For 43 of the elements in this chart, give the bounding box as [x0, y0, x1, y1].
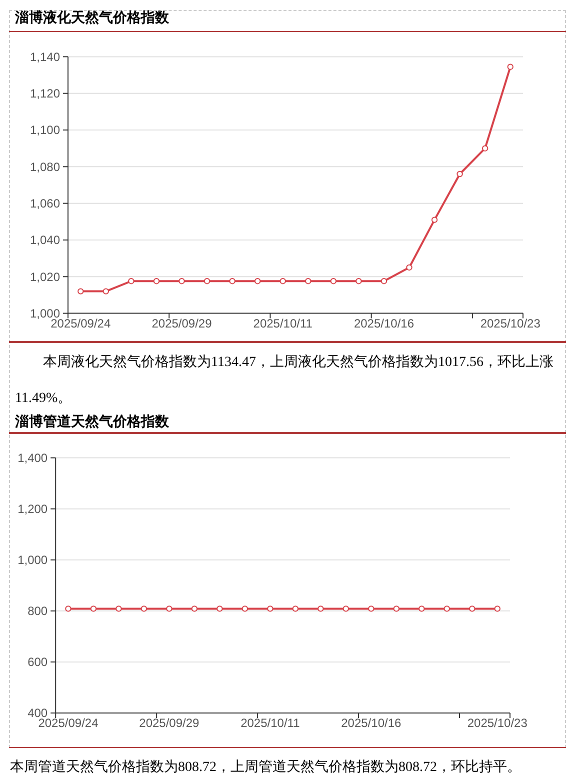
x-tick-label: 2025/10/16	[354, 316, 414, 330]
y-tick-label: 1,100	[30, 123, 60, 138]
x-tick-label: 2025/10/11	[253, 316, 313, 330]
point	[431, 216, 438, 223]
y-tick-label: 600	[28, 655, 48, 670]
y-tick-label: 1,400	[18, 451, 48, 465]
point	[280, 278, 286, 284]
point	[128, 278, 134, 284]
point	[78, 288, 84, 294]
chart-title: 淄博液化天然气价格指数	[15, 9, 169, 28]
y-tick-label: 1,040	[30, 233, 60, 248]
x-tick-label: 2025/10/23	[467, 716, 528, 730]
x-tick-label: 2025/09/29	[152, 316, 212, 330]
x-tick-label: 2025/10/16	[341, 716, 402, 730]
point	[204, 278, 210, 284]
point	[380, 278, 388, 284]
point	[102, 288, 110, 294]
point	[482, 145, 488, 152]
y-tick-label: 1,140	[30, 50, 60, 64]
x-tick-label: 2025/09/29	[139, 716, 200, 730]
y-tick-label: 1,000	[18, 553, 48, 568]
point	[229, 278, 236, 284]
point	[507, 64, 514, 70]
y-tick-label: 1,200	[18, 502, 48, 516]
point	[178, 278, 185, 284]
y-tick-label: 1,120	[30, 86, 60, 101]
y-tick-label: 800	[28, 604, 48, 618]
y-tick-label: 1,080	[30, 160, 60, 174]
point	[153, 278, 160, 284]
x-tick-label: 2025/09/24	[38, 716, 99, 730]
point	[330, 278, 337, 284]
point	[254, 278, 261, 284]
point	[406, 264, 412, 271]
text: 本周管道天然气价格指数为808.72，上周管道天然气价格指数为808.72，环比持平。	[10, 758, 522, 777]
point	[305, 278, 312, 284]
y-tick-label: 1,060	[30, 196, 60, 211]
x-tick-label: 2025/10/23	[480, 316, 541, 330]
y-tick-label: 1,020	[30, 270, 60, 284]
point	[456, 170, 463, 178]
x-tick-label: 2025/10/11	[240, 716, 300, 730]
point	[356, 278, 362, 284]
text: 本周液化天然气价格指数为1134.47，上周液化天然气价格指数为1017.56，环比上涨11.49%。	[15, 355, 554, 406]
chart-title: 淄博管道天然气价格指数	[15, 413, 169, 432]
